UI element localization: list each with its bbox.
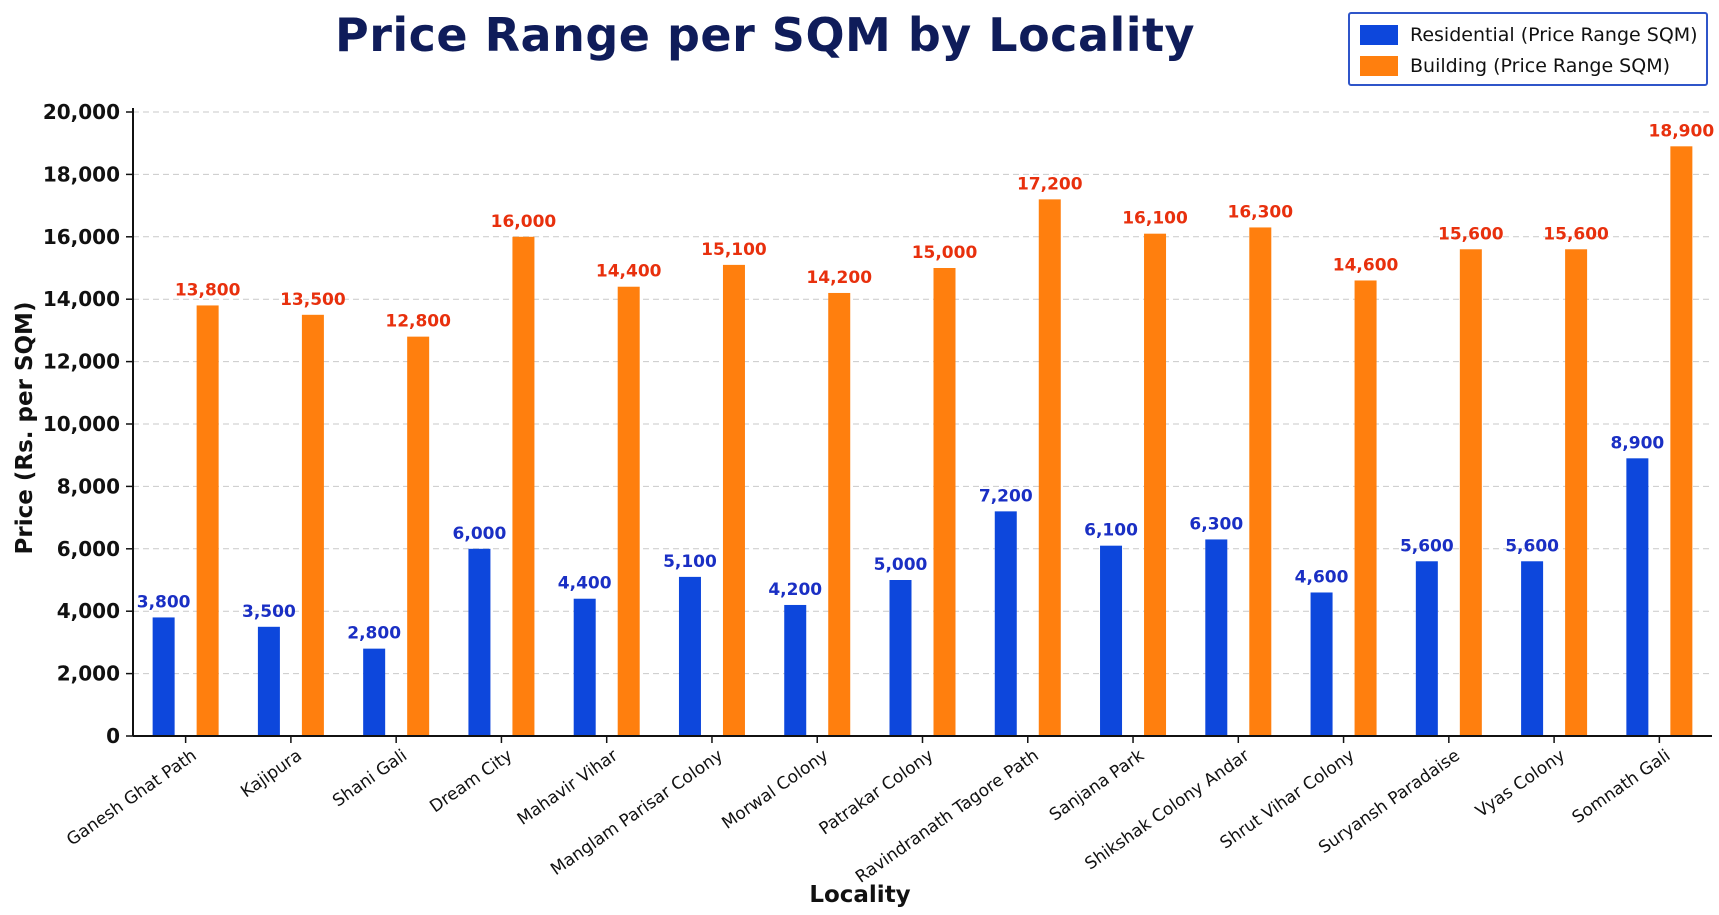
bar-building xyxy=(1038,199,1061,737)
data-label-residential: 5,600 xyxy=(1505,536,1559,556)
bar-building xyxy=(407,336,430,736)
bar-residential xyxy=(1521,561,1544,736)
y-tick-label: 2,000 xyxy=(57,662,120,686)
legend: Residential (Price Range SQM) Building (… xyxy=(1348,12,1708,86)
y-tick-label: 14,000 xyxy=(43,287,120,311)
x-tick-label: Mahavir Vihar xyxy=(514,746,622,830)
data-label-building: 14,600 xyxy=(1333,255,1399,275)
data-label-residential: 2,800 xyxy=(347,624,401,644)
legend-item-residential: Residential (Price Range SQM) xyxy=(1360,23,1698,47)
data-label-building: 17,200 xyxy=(1017,174,1083,194)
bar-residential xyxy=(468,548,491,736)
bar-residential xyxy=(152,617,175,736)
bar-building xyxy=(1249,227,1272,736)
y-tick-label: 8,000 xyxy=(57,474,120,498)
data-label-building: 16,000 xyxy=(491,212,557,232)
data-label-residential: 6,100 xyxy=(1084,521,1138,541)
data-label-residential: 8,900 xyxy=(1610,433,1664,453)
bar-building xyxy=(1354,280,1377,736)
data-label-building: 16,300 xyxy=(1227,202,1293,222)
bar-residential xyxy=(784,604,807,736)
legend-item-building: Building (Price Range SQM) xyxy=(1360,54,1670,78)
bar-residential xyxy=(994,511,1017,736)
data-label-residential: 7,200 xyxy=(979,486,1033,506)
y-tick-label: 6,000 xyxy=(57,537,120,561)
data-label-building: 14,200 xyxy=(806,268,872,288)
y-tick-label: 0 xyxy=(106,724,120,748)
bar-building xyxy=(1670,146,1693,736)
data-label-residential: 3,800 xyxy=(137,592,191,612)
y-tick-label: 4,000 xyxy=(57,599,120,623)
data-label-residential: 3,500 xyxy=(242,602,296,622)
bar-building xyxy=(1144,233,1167,736)
data-label-residential: 5,100 xyxy=(663,552,717,572)
bar-residential xyxy=(363,648,386,736)
x-tick-label: Dream City xyxy=(426,746,516,817)
grid-lines xyxy=(133,111,1712,675)
x-tick-label: Manglam Parisar Colony xyxy=(547,746,727,880)
x-tick-label: Ravindranath Tagore Path xyxy=(852,746,1043,888)
data-label-residential: 4,400 xyxy=(558,574,612,594)
y-tick-label: 18,000 xyxy=(43,162,120,186)
data-label-building: 15,000 xyxy=(912,243,978,263)
y-tick-label: 12,000 xyxy=(43,350,120,374)
data-label-building: 16,100 xyxy=(1122,209,1188,229)
bar-building xyxy=(512,236,535,737)
bar-building xyxy=(301,314,324,736)
x-tick-label: Kajipura xyxy=(237,746,306,802)
bars: 3,800 3,500 2,800 6,000 4,400 5,100 4,200 5,000… xyxy=(137,121,1715,737)
data-label-residential: 4,600 xyxy=(1295,567,1349,587)
legend-swatch-residential xyxy=(1360,25,1398,45)
data-label-building: 13,500 xyxy=(280,290,346,310)
x-tick-label: Sanjana Park xyxy=(1046,746,1148,826)
bar-residential xyxy=(573,598,596,736)
bar-residential xyxy=(1310,592,1333,736)
x-tick-label: Somnath Gali xyxy=(1569,746,1675,828)
bar-building xyxy=(722,264,745,736)
data-label-building: 15,600 xyxy=(1543,224,1609,244)
y-axis-title: Price (Rs. per SQM) xyxy=(12,302,38,555)
legend-label-building: Building (Price Range SQM) xyxy=(1410,55,1670,77)
chart-title: Price Range per SQM by Locality xyxy=(334,8,1195,62)
x-axis-title: Locality xyxy=(809,882,910,908)
data-label-residential: 4,200 xyxy=(768,580,822,600)
bar-residential xyxy=(1415,561,1438,736)
data-label-residential: 6,000 xyxy=(453,524,507,544)
legend-swatch-building xyxy=(1360,56,1398,76)
bar-building xyxy=(1459,249,1482,736)
bar-residential xyxy=(1100,545,1123,736)
data-label-residential: 5,000 xyxy=(874,555,928,575)
data-label-building: 15,100 xyxy=(701,240,767,260)
x-tick-label: Vyas Colony xyxy=(1472,746,1569,822)
y-tick-label: 20,000 xyxy=(43,100,120,124)
x-tick-label: Shani Gali xyxy=(329,746,411,812)
bar-residential xyxy=(678,576,701,736)
bar-building xyxy=(1565,249,1588,736)
bar-building xyxy=(933,268,956,736)
bar-building xyxy=(617,286,640,736)
bar-building xyxy=(828,292,851,736)
data-label-building: 12,800 xyxy=(385,312,451,332)
bar-residential xyxy=(889,580,912,736)
bar-residential xyxy=(1626,458,1649,736)
data-label-building: 15,600 xyxy=(1438,224,1504,244)
data-label-building: 14,400 xyxy=(596,262,662,282)
data-label-residential: 5,600 xyxy=(1400,536,1454,556)
data-label-residential: 6,300 xyxy=(1189,514,1243,534)
data-label-building: 13,800 xyxy=(175,280,241,300)
y-tick-label: 16,000 xyxy=(43,225,120,249)
bar-building xyxy=(196,305,219,736)
x-tick-label: Morwal Colony xyxy=(718,746,832,834)
legend-label-residential: Residential (Price Range SQM) xyxy=(1410,24,1698,46)
x-tick-label: Ganesh Ghat Path xyxy=(63,746,200,851)
data-label-building: 18,900 xyxy=(1649,121,1715,141)
bar-residential xyxy=(257,626,280,736)
y-tick-label: 10,000 xyxy=(43,412,120,436)
bar-residential xyxy=(1205,539,1228,736)
